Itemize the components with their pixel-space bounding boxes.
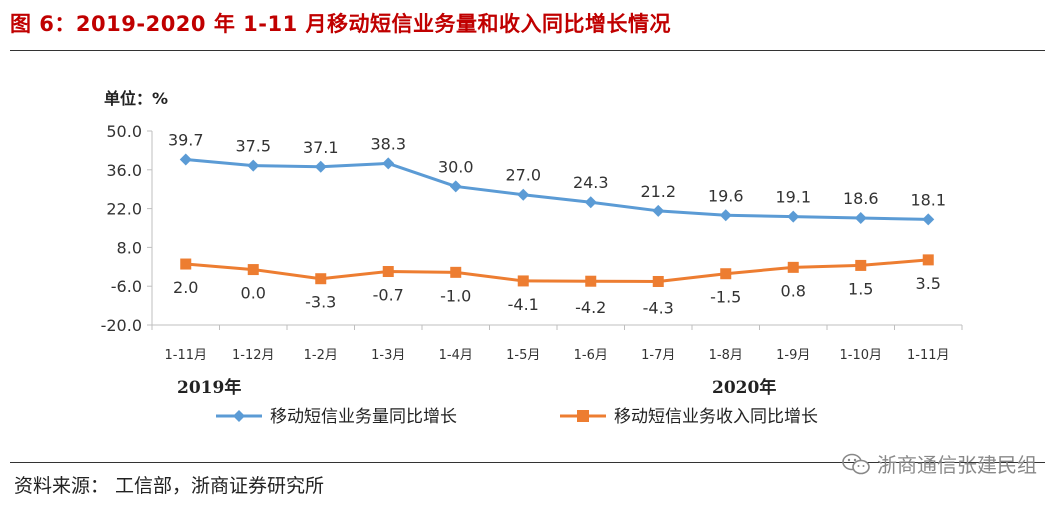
data-label-revenue: -4.3 — [643, 298, 674, 317]
data-label-volume: 39.7 — [168, 131, 204, 150]
data-label-volume: 19.6 — [708, 186, 744, 205]
series-line-revenue — [185, 258, 929, 283]
data-label-revenue: 0.0 — [241, 284, 266, 303]
data-label-revenue: -0.7 — [373, 286, 404, 305]
year-label: 2020年 — [712, 377, 776, 398]
y-axis-unit-label: 单位：% — [104, 89, 168, 108]
x-tick-label: 1-12月 — [232, 348, 275, 363]
data-label-volume: 37.5 — [235, 137, 271, 156]
data-point-volume — [584, 196, 597, 209]
x-tick-label: 1-11月 — [164, 348, 207, 363]
top-divider — [10, 50, 1045, 51]
y-tick-label: -20.0 — [101, 316, 142, 335]
data-label-volume: 27.0 — [505, 166, 541, 185]
data-point-revenue — [787, 261, 799, 273]
data-point-revenue — [585, 275, 597, 287]
data-point-volume — [382, 157, 395, 170]
data-label-revenue: 2.0 — [173, 278, 198, 297]
data-point-volume — [314, 160, 327, 173]
legend-marker-diamond — [233, 410, 245, 422]
figure-title: 图 6：2019-2020 年 1-11 月移动短信业务量和收入同比增长情况 — [10, 12, 672, 36]
data-point-volume — [247, 159, 260, 172]
data-point-volume — [449, 180, 462, 193]
data-point-revenue — [652, 275, 664, 287]
x-tick-label: 1-7月 — [641, 348, 675, 363]
bottom-divider — [10, 462, 1045, 463]
y-tick-label: 36.0 — [106, 161, 142, 180]
data-label-revenue: -4.1 — [508, 295, 539, 314]
data-label-revenue: 3.5 — [916, 274, 941, 293]
data-point-volume — [517, 188, 530, 201]
y-tick-label: 22.0 — [106, 200, 142, 219]
x-tick-label: 1-4月 — [439, 348, 473, 363]
series-layer: 39.7 37.5 37.1 38.3 30.0 27.0 24.3 21.2 19.6 19.1… — [168, 131, 946, 318]
x-tick-label: 1-6月 — [574, 348, 608, 363]
line-chart: 单位：% 50.0 36.0 22.0 8.0 -6.0 -20.0 1-11月 1-12月 1… — [101, 89, 963, 427]
data-point-revenue — [450, 266, 462, 278]
axis-layer: 50.0 36.0 22.0 8.0 -6.0 -20.0 1-11月 1-12月 1-2月 1-… — [101, 122, 963, 398]
data-label-revenue: -1.0 — [440, 286, 471, 305]
data-point-revenue — [720, 268, 732, 280]
y-tick-label: 8.0 — [117, 238, 142, 257]
data-label-volume: 37.1 — [303, 138, 339, 157]
legend-label-revenue: 移动短信业务收入同比增长 — [614, 407, 818, 427]
data-point-revenue — [247, 264, 259, 276]
x-tick-label: 1-8月 — [709, 348, 743, 363]
x-tick-label: 1-5月 — [506, 348, 540, 363]
y-tick-label: 50.0 — [106, 122, 142, 141]
data-label-volume: 19.1 — [775, 188, 811, 207]
legend: 移动短信业务量同比增长 移动短信业务收入同比增长 — [216, 407, 818, 427]
legend-marker-square — [577, 410, 589, 422]
legend-label-volume: 移动短信业务量同比增长 — [270, 407, 457, 427]
watermark: 浙商通信张建民组 — [841, 449, 1037, 478]
x-tick-label: 1-3月 — [371, 348, 405, 363]
data-label-volume: 18.6 — [843, 189, 879, 208]
y-tick-label: -6.0 — [111, 277, 142, 296]
data-label-revenue: 1.5 — [848, 279, 873, 298]
series-line-volume — [185, 158, 929, 221]
data-label-revenue: 0.8 — [781, 281, 806, 300]
data-point-volume — [179, 153, 192, 166]
x-tick-label: 1-11月 — [907, 348, 950, 363]
data-label-revenue: -4.2 — [575, 298, 606, 317]
data-point-revenue — [517, 275, 529, 287]
data-point-revenue — [382, 266, 394, 278]
x-tick-label: 1-9月 — [776, 348, 810, 363]
data-point-volume — [854, 212, 867, 225]
data-label-volume: 30.0 — [438, 157, 474, 176]
wechat-icon — [842, 453, 870, 474]
data-point-revenue — [180, 258, 192, 270]
data-label-volume: 21.2 — [640, 182, 676, 201]
data-point-volume — [652, 204, 665, 217]
data-label-revenue: -1.5 — [710, 288, 741, 307]
data-label-volume: 24.3 — [573, 173, 609, 192]
data-point-volume — [719, 209, 732, 222]
watermark-text: 浙商通信张建民组 — [877, 453, 1037, 477]
data-label-revenue: -3.3 — [305, 293, 336, 312]
data-point-volume — [787, 210, 800, 223]
data-point-volume — [922, 213, 935, 226]
source-note: 资料来源： 工信部，浙商证券研究所 — [14, 475, 325, 497]
data-label-volume: 38.3 — [370, 134, 406, 153]
data-point-revenue — [922, 254, 934, 266]
x-tick-label: 1-2月 — [304, 348, 338, 363]
data-point-revenue — [315, 273, 327, 285]
x-tick-label: 1-10月 — [839, 348, 882, 363]
data-label-volume: 18.1 — [910, 190, 946, 209]
data-point-revenue — [855, 259, 867, 271]
year-label: 2019年 — [177, 377, 241, 398]
